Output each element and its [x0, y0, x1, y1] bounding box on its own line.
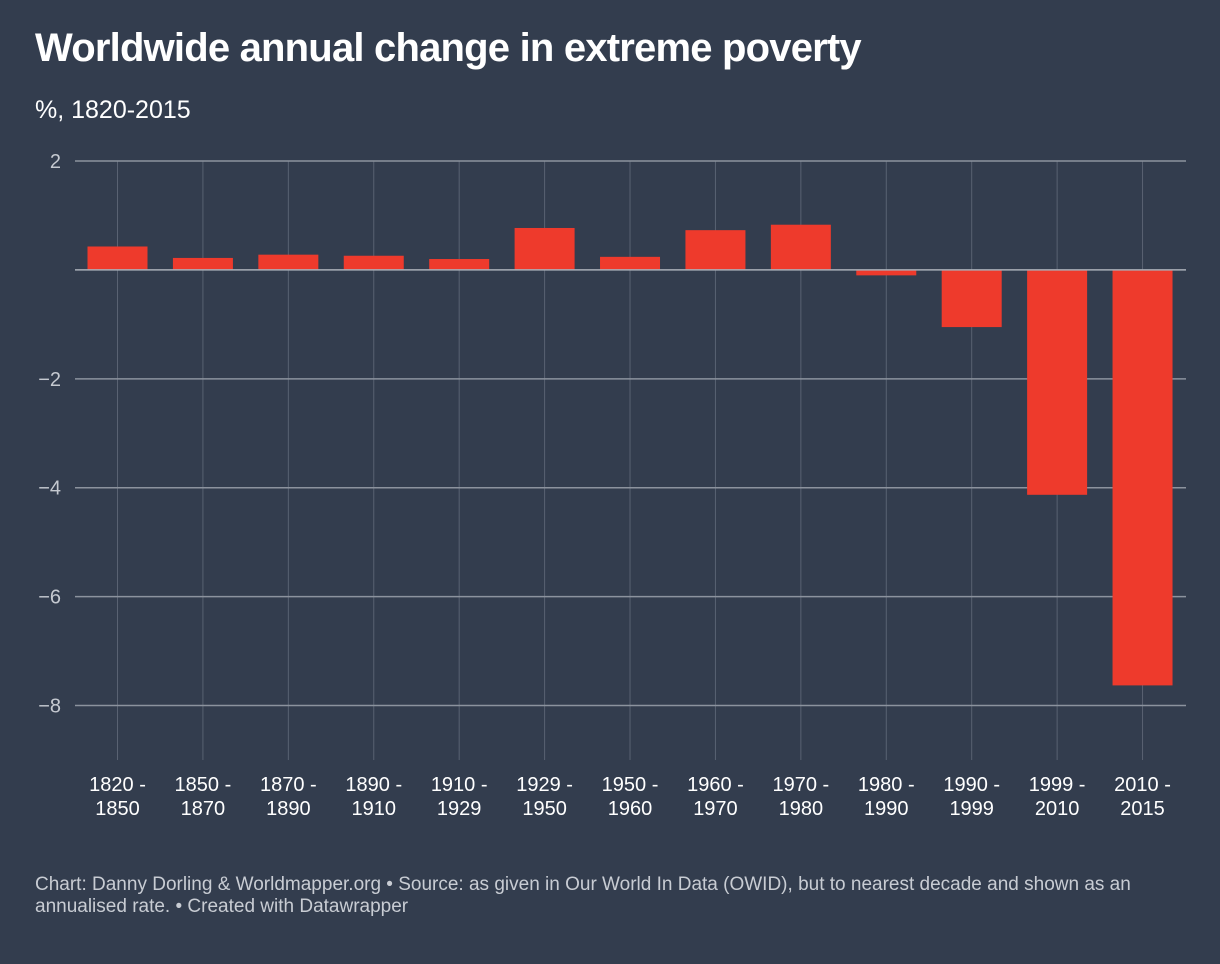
x-tick-label: 1820 -1850	[89, 774, 146, 820]
y-tick-label: −4	[38, 478, 61, 500]
x-tick-label: 1890 -1910	[345, 774, 402, 820]
y-tick-label: 2	[50, 151, 61, 173]
x-axis-ticks: 1820 -1850 1850 -1870 1870 -1890 1890 -1910…	[89, 774, 1171, 820]
x-tick-label: 1999 -2010	[1029, 774, 1086, 820]
horizontal-gridlines	[75, 160, 1186, 707]
bar	[258, 254, 319, 270]
x-tick-label: 1960 -1970	[687, 774, 744, 820]
bar	[856, 269, 917, 276]
x-tick-label: 1870 -1890	[260, 774, 317, 820]
x-tick-label: 1990 -1999	[943, 774, 1000, 820]
bar	[87, 246, 148, 270]
chart-footer: Chart: Danny Dorling & Worldmapper.org •…	[35, 874, 1131, 917]
x-tick-label: 1980 -1990	[858, 774, 915, 820]
bar	[685, 230, 746, 270]
y-tick-label: −8	[38, 696, 61, 718]
chart-subtitle: %, 1820-2015	[35, 96, 191, 124]
bar	[1112, 269, 1173, 686]
x-tick-label: 2010 -2015	[1114, 774, 1171, 820]
x-tick-label: 1950 -1960	[602, 774, 659, 820]
chart-title: Worldwide annual change in extreme pover…	[35, 26, 862, 70]
bar	[941, 269, 1002, 328]
bar	[514, 227, 575, 270]
x-tick-label: 1970 -1980	[773, 774, 830, 820]
bar	[429, 259, 490, 270]
y-tick-label: −6	[38, 587, 61, 609]
vertical-gridlines	[117, 161, 1144, 760]
bar	[770, 224, 831, 270]
bar-chart: 2 −2 −4 −6 −8 1820 -1850 1850 -1870 1870 -1890…	[38, 151, 1186, 820]
y-tick-label: −2	[38, 369, 61, 391]
bar	[600, 256, 661, 270]
bars	[87, 224, 1173, 686]
x-tick-label: 1850 -1870	[175, 774, 232, 820]
x-tick-label: 1929 -1950	[516, 774, 573, 820]
bar	[1027, 269, 1088, 495]
y-axis-ticks: 2 −2 −4 −6 −8	[38, 151, 61, 718]
x-tick-label: 1910 -1929	[431, 774, 488, 820]
bar	[172, 257, 233, 270]
bar	[343, 255, 404, 270]
